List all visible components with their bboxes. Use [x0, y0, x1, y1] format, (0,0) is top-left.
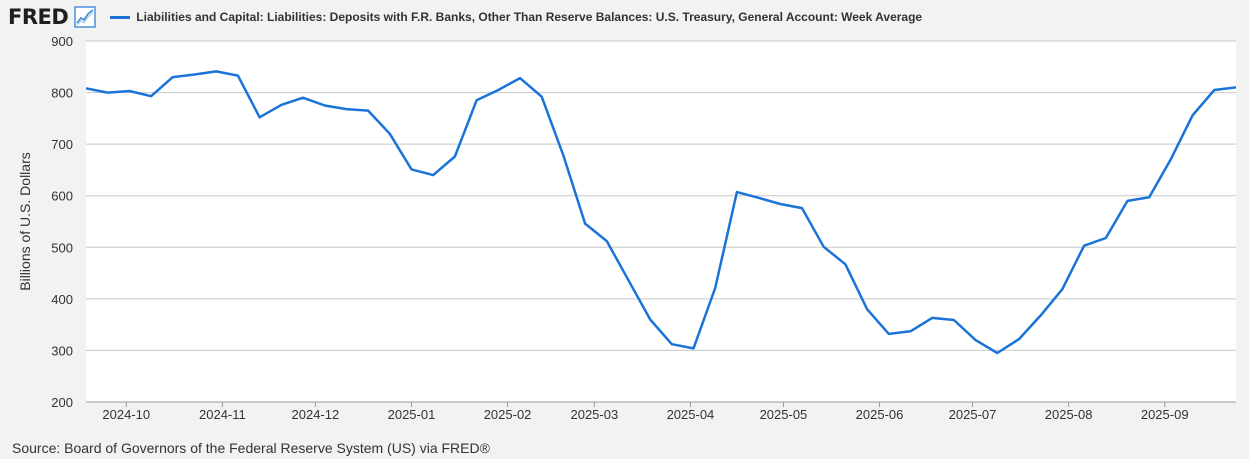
x-tick-label: 2024-10	[102, 407, 150, 422]
legend: Liabilities and Capital: Liabilities: De…	[110, 10, 922, 24]
x-tick-label: 2025-02	[484, 407, 532, 422]
y-axis-label: Billions of U.S. Dollars	[17, 152, 33, 291]
y-tick-label: 300	[51, 343, 73, 358]
fred-logo[interactable]: FRED	[8, 5, 69, 29]
y-tick-label: 200	[51, 395, 73, 410]
x-tick-label: 2025-07	[949, 407, 997, 422]
x-tick-label: 2025-08	[1045, 407, 1093, 422]
y-tick-label: 400	[51, 292, 73, 307]
y-tick-label: 500	[51, 240, 73, 255]
plot-area	[86, 41, 1236, 402]
x-tick-label: 2024-11	[199, 407, 246, 422]
legend-label: Liabilities and Capital: Liabilities: De…	[136, 10, 923, 24]
chart-header: FRED Liabilities and Capital: Liabilitie…	[8, 4, 922, 30]
x-tick-label: 2025-03	[570, 407, 618, 422]
legend-swatch	[110, 15, 131, 19]
x-tick-label: 2025-04	[667, 407, 715, 422]
x-tick-label: 2025-05	[760, 407, 808, 422]
y-tick-label: 800	[51, 86, 73, 101]
x-tick-label: 2025-01	[388, 407, 436, 422]
x-tick-label: 2025-09	[1141, 407, 1189, 422]
y-tick-label: 600	[51, 189, 73, 204]
series-line	[86, 70, 1236, 355]
y-tick-label: 700	[51, 137, 73, 152]
trend-line-icon	[74, 6, 97, 28]
x-tick-label: 2024-12	[292, 407, 340, 422]
x-tick-label: 2025-06	[856, 407, 904, 422]
source-note: Source: Board of Governors of the Federa…	[12, 440, 490, 456]
y-tick-label: 900	[51, 34, 73, 49]
